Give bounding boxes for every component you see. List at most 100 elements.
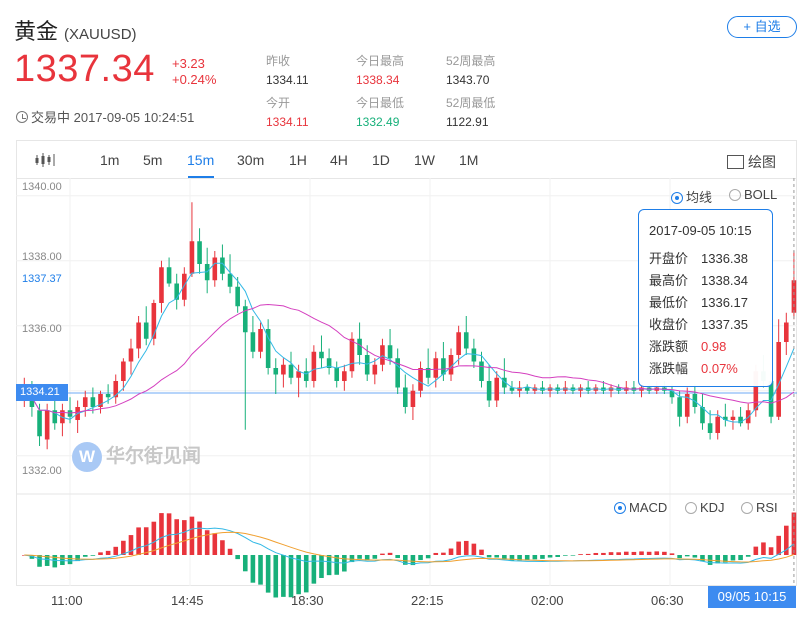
radio-icon — [741, 502, 753, 514]
tab-5m[interactable]: 5m — [143, 152, 163, 168]
chart-toolbar: 1m 5m 15m 30m 1H 4H 1D 1W 1M 绘图 — [16, 140, 797, 178]
macd-bar — [593, 552, 599, 555]
stat-label: 昨收 — [266, 54, 291, 68]
candle-body — [669, 390, 675, 398]
indicator-label: 均线 — [686, 190, 713, 205]
macd-bar — [372, 555, 378, 559]
x-tick-label: 22:15 — [411, 593, 444, 608]
stat-label: 今日最低 — [356, 96, 405, 110]
candle-body — [311, 351, 317, 381]
indicator-ma[interactable]: 均线 — [671, 187, 712, 206]
tab-1mo[interactable]: 1M — [459, 152, 479, 168]
candle-body — [463, 332, 469, 349]
candle-body — [37, 410, 42, 437]
candle-body — [753, 371, 759, 411]
macd-bar — [82, 555, 88, 557]
macd-bar — [143, 527, 149, 555]
macd-bar — [471, 543, 477, 555]
macd-bar — [494, 555, 500, 558]
candle-body — [60, 410, 65, 424]
candle-body — [677, 397, 682, 417]
macd-bar — [159, 513, 164, 555]
add-watchlist-button[interactable]: + 自选 — [727, 16, 797, 38]
candle-body — [98, 394, 103, 407]
macd-bar — [669, 553, 675, 555]
macd-bar — [563, 555, 568, 556]
draw-label: 绘图 — [748, 154, 776, 170]
tooltip-key: 收盘价 — [649, 317, 689, 332]
candlestick-icon[interactable] — [35, 152, 55, 168]
candle-body — [715, 416, 721, 433]
macd-bar — [75, 555, 80, 562]
candle-body — [471, 348, 477, 362]
candle-body — [52, 410, 58, 424]
macd-bar — [151, 521, 157, 555]
tab-1h[interactable]: 1H — [289, 152, 307, 168]
stat-label: 52周最低 — [446, 96, 496, 110]
x-tick-label: 18:30 — [291, 593, 324, 608]
stat-open: 今开 1334.11 — [266, 94, 309, 129]
candle-body — [372, 364, 378, 375]
active-tab-indicator — [188, 176, 214, 178]
macd-bar — [601, 552, 606, 555]
tooltip-value: 1336.38 — [701, 251, 748, 266]
stat-52w-low: 52周最低 1122.91 — [446, 94, 495, 129]
tab-1d[interactable]: 1D — [372, 152, 390, 168]
macd-bar — [189, 516, 195, 555]
candle-body — [250, 332, 256, 352]
macd-bar — [486, 555, 492, 558]
candle-body — [82, 397, 88, 407]
tooltip-row: 收盘价 1337.35 — [649, 314, 762, 336]
macd-bar — [540, 555, 545, 559]
indicator-boll[interactable]: BOLL — [729, 187, 777, 202]
tab-4h[interactable]: 4H — [330, 152, 348, 168]
tooltip-key: 最高价 — [649, 273, 689, 288]
tooltip-value: 1336.17 — [701, 295, 748, 310]
stat-value: 1338.34 — [356, 73, 400, 87]
candle-body — [342, 371, 347, 381]
tab-1w[interactable]: 1W — [414, 152, 435, 168]
macd-bar — [128, 535, 134, 555]
candle-body — [723, 416, 728, 420]
indicator-label: BOLL — [744, 187, 778, 202]
watermark-text: 华尔街见闻 — [106, 446, 202, 467]
candle-body — [242, 306, 248, 333]
macd-bar — [174, 519, 179, 555]
tab-15m[interactable]: 15m — [187, 152, 215, 168]
macd-bar — [90, 555, 96, 556]
indicator-rsi[interactable]: RSI — [741, 500, 778, 515]
stat-day-low: 今日最低 1332.49 — [356, 94, 404, 129]
draw-button[interactable]: 绘图 — [727, 152, 776, 172]
indicator-macd[interactable]: MACD — [614, 500, 667, 515]
macd-bar — [509, 555, 515, 561]
macd-bar — [52, 555, 58, 568]
macd-bar — [121, 540, 126, 555]
candle-body — [524, 387, 530, 391]
macd-bar — [616, 552, 621, 555]
tooltip-key: 开盘价 — [649, 251, 689, 266]
radio-icon — [685, 502, 697, 514]
indicator-kdj[interactable]: KDJ — [685, 500, 725, 515]
stat-value: 1122.91 — [446, 115, 489, 129]
macd-bar — [723, 555, 728, 563]
draw-icon — [727, 155, 744, 169]
macd-bar — [303, 555, 309, 593]
macd-bar — [684, 555, 690, 557]
macd-bar — [242, 555, 248, 572]
stat-label: 今日最高 — [356, 54, 405, 68]
tooltip-value: 1337.35 — [701, 317, 748, 332]
macd-bar — [730, 555, 736, 561]
macd-bar — [235, 555, 240, 560]
tab-30m[interactable]: 30m — [237, 152, 265, 168]
tab-1m[interactable]: 1m — [100, 152, 120, 168]
macd-bar — [639, 551, 644, 555]
candle-body — [303, 371, 309, 381]
stat-value: 1332.49 — [356, 115, 400, 129]
tooltip-row: 最低价 1336.17 — [649, 292, 762, 314]
candle-body — [258, 329, 263, 352]
candle-body — [357, 338, 362, 355]
candle-body — [326, 358, 332, 368]
macd-bar — [745, 555, 751, 557]
candle-body — [319, 351, 324, 359]
chart-area[interactable] — [16, 178, 797, 586]
